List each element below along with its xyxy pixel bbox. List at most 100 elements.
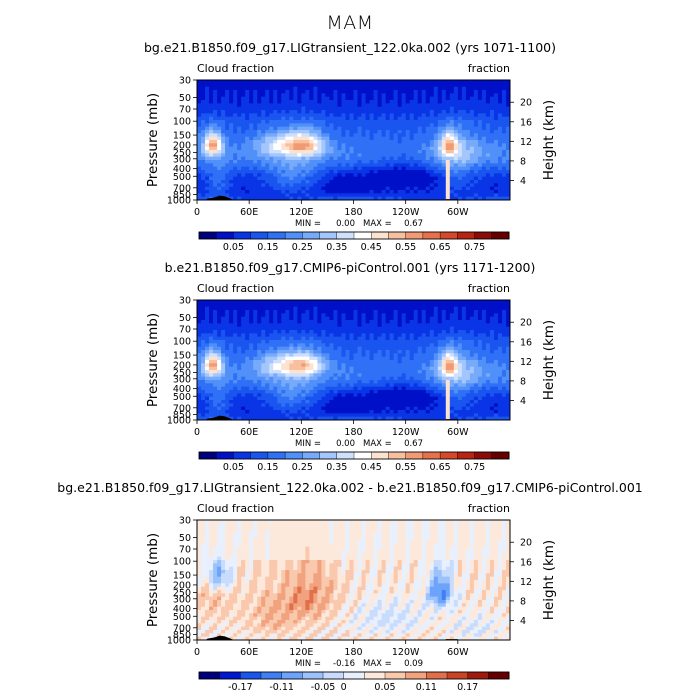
heatmap-cell bbox=[481, 156, 487, 161]
heatmap-cell bbox=[229, 330, 234, 334]
heatmap-cell bbox=[433, 303, 439, 308]
heatmap-cell bbox=[397, 100, 403, 104]
heatmap-cell bbox=[393, 153, 399, 158]
heatmap-cell bbox=[489, 373, 495, 378]
heatmap-cell bbox=[505, 193, 511, 198]
heatmap-cell bbox=[393, 376, 399, 381]
heatmap-cell bbox=[313, 110, 318, 114]
heatmap-cell bbox=[245, 96, 250, 101]
heatmap-cell bbox=[453, 343, 459, 348]
heatmap-cell bbox=[205, 306, 210, 311]
heatmap-cell bbox=[461, 346, 467, 351]
heatmap-cell bbox=[217, 343, 222, 348]
heatmap-cell bbox=[325, 343, 330, 348]
heatmap-cell bbox=[501, 326, 507, 331]
heatmap-cell bbox=[293, 346, 298, 351]
heatmap-cell bbox=[321, 330, 326, 334]
heatmap-cell bbox=[369, 93, 374, 98]
heatmap-cell bbox=[369, 126, 374, 131]
heatmap-cell bbox=[297, 93, 302, 98]
heatmap-cell bbox=[237, 130, 242, 134]
heatmap-cell bbox=[265, 376, 270, 381]
heatmap-cell bbox=[297, 96, 302, 101]
heatmap-cell bbox=[381, 103, 386, 108]
heatmap-cell bbox=[357, 96, 362, 101]
heatmap-cell bbox=[413, 140, 419, 144]
heatmap-cell bbox=[249, 310, 254, 314]
heatmap-cell bbox=[453, 320, 459, 324]
heatmap-cell bbox=[353, 323, 358, 328]
heatmap-cell bbox=[373, 160, 378, 164]
heatmap-cell bbox=[265, 360, 270, 364]
heatmap-cell bbox=[373, 186, 378, 191]
heatmap-cell bbox=[253, 306, 258, 311]
heatmap-cell bbox=[285, 146, 290, 151]
heatmap-cell bbox=[465, 356, 471, 361]
heatmap-cell bbox=[309, 170, 314, 174]
heatmap-cell bbox=[265, 366, 270, 371]
heatmap-cell bbox=[209, 113, 214, 118]
heatmap-cell bbox=[445, 83, 451, 88]
heatmap-cell bbox=[433, 306, 439, 311]
heatmap-cell bbox=[281, 346, 286, 351]
heatmap-cell bbox=[421, 320, 427, 324]
heatmap-cell bbox=[389, 103, 395, 108]
heatmap-cell bbox=[277, 136, 282, 141]
heatmap-cell bbox=[269, 370, 274, 374]
heatmap-cell bbox=[325, 116, 330, 121]
heatmap-cell bbox=[473, 373, 479, 378]
heatmap-cell bbox=[309, 100, 314, 104]
heatmap-cell bbox=[293, 380, 298, 384]
heatmap-cell bbox=[401, 173, 407, 178]
heatmap-cell bbox=[245, 306, 250, 311]
heatmap-cell bbox=[245, 333, 250, 338]
heatmap-cell bbox=[201, 173, 206, 178]
heatmap-cell bbox=[441, 183, 447, 188]
heatmap-cell bbox=[501, 360, 507, 364]
heatmap-cell bbox=[209, 120, 214, 124]
heatmap-cell bbox=[261, 116, 266, 121]
heatmap-cell bbox=[329, 146, 334, 151]
heatmap-cell bbox=[369, 130, 374, 134]
heatmap-cell bbox=[209, 386, 214, 391]
heatmap-cell bbox=[293, 173, 298, 178]
heatmap-cell bbox=[249, 120, 254, 124]
heatmap-cell bbox=[405, 320, 411, 324]
heatmap-cell bbox=[201, 163, 206, 168]
y-tick-label: 300 bbox=[173, 154, 191, 165]
heatmap-cell bbox=[341, 336, 346, 341]
heatmap-cell bbox=[313, 340, 318, 344]
heatmap-cell bbox=[333, 90, 338, 94]
heatmap-cell bbox=[349, 180, 354, 184]
heatmap-cell bbox=[397, 316, 403, 321]
heatmap-cell bbox=[285, 326, 290, 331]
heatmap-cell bbox=[301, 166, 306, 171]
heatmap-cell bbox=[393, 380, 399, 384]
heatmap-cell bbox=[317, 303, 322, 308]
heatmap-cell bbox=[449, 186, 455, 191]
heatmap-cell bbox=[397, 90, 403, 94]
heatmap-cell bbox=[485, 186, 491, 191]
heatmap-cell bbox=[357, 183, 362, 188]
heatmap-cell bbox=[305, 103, 310, 108]
heatmap-cell bbox=[197, 180, 202, 184]
heatmap-cell bbox=[501, 193, 507, 198]
heatmap-cell bbox=[289, 190, 294, 194]
heatmap-cell bbox=[281, 113, 286, 118]
heatmap-cell bbox=[337, 376, 342, 381]
heatmap-cell bbox=[277, 306, 282, 311]
heatmap-cell bbox=[305, 86, 310, 91]
heatmap-cell bbox=[309, 196, 314, 201]
heatmap-cell bbox=[505, 163, 511, 168]
heatmap-cell bbox=[461, 113, 467, 118]
heatmap-cell bbox=[393, 176, 399, 181]
heatmap-cell bbox=[345, 103, 350, 108]
heatmap-cell bbox=[453, 163, 459, 168]
heatmap-cell bbox=[205, 186, 210, 191]
heatmap-cell bbox=[453, 346, 459, 351]
heatmap-cell bbox=[353, 110, 358, 114]
heatmap-cell bbox=[297, 320, 302, 324]
heatmap-cell bbox=[297, 183, 302, 188]
heatmap-cell bbox=[401, 186, 407, 191]
heatmap-cell bbox=[317, 343, 322, 348]
